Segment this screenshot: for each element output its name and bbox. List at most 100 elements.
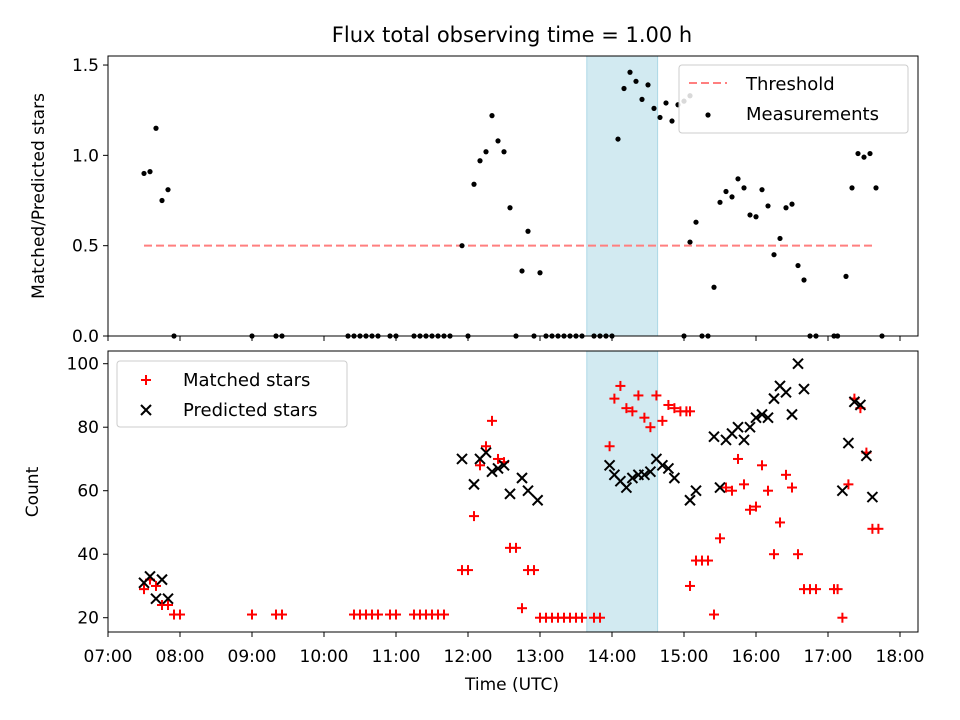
matched-stars-point	[511, 542, 521, 553]
matched-stars-point	[751, 501, 761, 512]
measurements-point	[753, 214, 759, 220]
x-tick-label: 14:00	[588, 647, 637, 667]
predicted-stars-point	[866, 491, 879, 503]
matched-stars-point	[633, 390, 644, 401]
predicted-stars-point	[780, 386, 792, 398]
predicted-stars-point	[531, 494, 544, 506]
legend-label: Measurements	[746, 104, 879, 125]
matched-stars-point	[175, 609, 185, 620]
matched-stars-point	[627, 406, 638, 417]
predicted-stars-point	[656, 459, 669, 472]
matched-stars-point	[873, 523, 884, 534]
matched-stars-point	[645, 422, 656, 433]
matched-stars-point	[595, 612, 605, 623]
measurements-point	[669, 118, 675, 124]
predicted-stars-point	[644, 465, 657, 478]
x-tick-label: 07:00	[84, 647, 133, 667]
bottom-y-axis: 20 40 60 80 100	[67, 355, 108, 629]
predicted-stars-point	[786, 408, 798, 421]
matched-stars-point	[247, 609, 257, 620]
matched-stars-point	[739, 479, 749, 490]
bottom-axes-frame	[107, 350, 919, 633]
top-plot-content	[141, 55, 885, 339]
x-tick-label: 13:00	[516, 647, 565, 667]
predicted-stars-point	[492, 462, 504, 475]
measurements-point	[489, 113, 495, 119]
measurements-point	[633, 78, 639, 84]
legend-box	[678, 64, 909, 134]
matched-stars-point	[843, 479, 854, 490]
measurements-point	[771, 252, 777, 258]
predicted-stars-point	[756, 408, 768, 421]
predicted-stars-point	[668, 472, 681, 484]
matched-stars-point	[463, 565, 473, 576]
matched-stars-point	[663, 399, 674, 410]
x-tick-label: 09:00	[228, 647, 277, 667]
measurements-point	[471, 181, 477, 187]
matched-stars-point	[139, 584, 149, 595]
x-tick-label: 16:00	[732, 647, 781, 667]
predicted-stars-point	[156, 573, 168, 586]
measurements-point	[459, 243, 465, 249]
predicted-stars-point	[738, 434, 750, 446]
measurements-point	[747, 212, 753, 218]
top-panel: 0.0 0.5 1.0 1.5 Matched/Predicted stars Thr…	[29, 55, 919, 347]
legend-entry-predicted-stars: Predicted stars	[140, 400, 317, 421]
y-tick-label: 0.0	[72, 327, 99, 347]
predicted-stars-point	[762, 411, 774, 424]
measurements-point	[507, 205, 513, 211]
predicted-stars-point	[486, 465, 498, 478]
matched-stars-point	[373, 609, 383, 620]
predicted-stars-point	[620, 481, 633, 494]
measurements-point	[537, 270, 543, 276]
measurements-point	[861, 154, 867, 160]
legend-entry-matched-stars: Matched stars	[141, 370, 310, 391]
measurements-point	[501, 149, 507, 155]
measurements-point	[741, 185, 747, 191]
top-y-axis-label: Matched/Predicted stars	[29, 93, 49, 299]
measurements-point	[849, 185, 855, 191]
measurements-point	[519, 268, 525, 274]
predicted-stars-point	[162, 592, 174, 605]
y-tick-label: 100	[67, 355, 99, 375]
predicted-stars-point	[504, 488, 516, 500]
measurements-point	[867, 150, 873, 157]
measurements-point	[783, 205, 789, 211]
top-y-axis: 0.0 0.5 1.0 1.5	[72, 56, 108, 347]
predicted-stars-point	[603, 459, 616, 472]
legend-entry-measurements: Measurements	[705, 104, 879, 125]
matched-stars-point	[763, 485, 773, 496]
y-tick-label: 0.5	[72, 237, 99, 257]
predicted-stars-point	[836, 484, 849, 497]
matched-stars-point	[775, 517, 785, 528]
matched-stars-point	[657, 415, 668, 426]
predicted-stars-point	[456, 453, 468, 465]
measurements-point	[477, 158, 483, 164]
x-tick-label: 08:00	[156, 647, 205, 667]
top-legend: Threshold Measurements	[678, 64, 909, 134]
measurements-point	[717, 199, 723, 205]
measurements-point	[795, 262, 801, 269]
y-tick-label: 1.5	[72, 56, 99, 76]
y-tick-label: 20	[77, 609, 99, 629]
matched-stars-point	[639, 412, 650, 423]
bottom-legend: Matched stars Predicted stars	[116, 360, 348, 428]
predicted-stars-point	[750, 411, 762, 424]
measurements-point	[147, 169, 153, 175]
bottom-plot-content	[138, 350, 884, 633]
matched-stars-point	[757, 460, 767, 471]
y-tick-label: 60	[77, 482, 99, 502]
predicted-stars-point	[714, 481, 726, 494]
predicted-stars-point	[690, 484, 702, 497]
matched-stars-point	[837, 612, 848, 623]
highlight-span	[586, 55, 659, 337]
measurements-point	[657, 114, 663, 121]
measurements-point	[687, 239, 693, 245]
matched-stars-point	[475, 460, 485, 471]
top-axes-frame	[107, 55, 919, 337]
predicted-stars-point	[798, 383, 810, 395]
predicted-stars-point	[732, 421, 744, 433]
matched-stars-point	[811, 584, 821, 595]
predicted-stars-point	[662, 462, 675, 475]
